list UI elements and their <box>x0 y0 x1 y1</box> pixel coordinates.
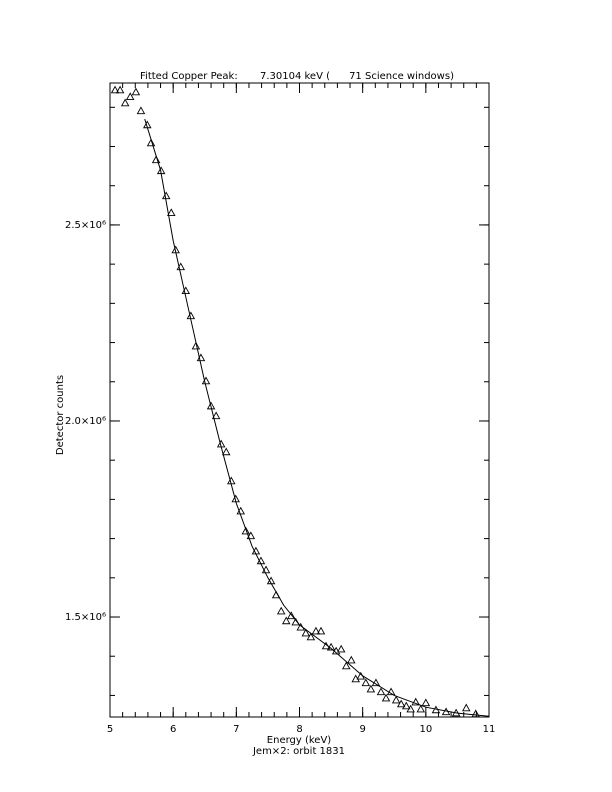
data-point <box>246 531 256 540</box>
data-point <box>431 705 441 714</box>
data-point <box>120 98 130 107</box>
data-point <box>296 622 306 631</box>
data-point <box>321 641 331 650</box>
data-point <box>396 699 406 708</box>
data-point <box>143 120 152 129</box>
x-tick-label: 11 <box>483 724 496 735</box>
data-point <box>167 208 176 217</box>
data-point <box>231 494 240 503</box>
data-point <box>356 671 366 680</box>
data-point <box>211 411 221 420</box>
data-point <box>316 626 326 635</box>
data-point <box>201 376 211 385</box>
data-point <box>216 439 226 448</box>
data-point <box>301 628 311 637</box>
data-point <box>406 704 415 713</box>
data-point <box>291 617 300 626</box>
data-point <box>256 556 266 565</box>
data-point <box>306 632 316 641</box>
data-point <box>461 703 471 712</box>
plot-frame <box>109 82 490 718</box>
data-point <box>281 616 291 625</box>
y-tick-label: 1.5×10⁶ <box>65 612 106 623</box>
data-point <box>366 684 376 693</box>
data-point <box>171 245 180 254</box>
data-point <box>311 626 321 635</box>
x-tick-label: 6 <box>170 724 176 735</box>
data-point <box>386 687 396 696</box>
x-axis-label: Energy (keV) <box>267 735 332 746</box>
data-point <box>271 590 281 599</box>
y-tick-label: 2.5×10⁶ <box>65 220 106 231</box>
x-tick-label: 8 <box>296 724 302 735</box>
data-point <box>471 709 480 718</box>
data-point <box>191 341 201 350</box>
data-point <box>151 155 161 164</box>
data-point <box>251 546 261 555</box>
data-point <box>196 353 206 362</box>
y-tick-label: 2.0×10⁶ <box>65 416 106 427</box>
data-point <box>186 311 196 320</box>
x-tick-label: 5 <box>107 724 113 735</box>
data-point <box>131 87 141 96</box>
data-point <box>266 576 276 585</box>
subtitle: Jem×2: orbit 1831 <box>252 746 345 757</box>
data-point <box>441 707 451 716</box>
x-tick-label: 10 <box>419 724 432 735</box>
data-point <box>181 286 191 295</box>
data-point <box>361 678 371 687</box>
data-point <box>206 401 216 410</box>
data-point <box>416 704 426 713</box>
data-point <box>221 447 231 456</box>
data-point <box>421 698 431 707</box>
data-point <box>411 697 420 706</box>
y-axis-label: Detector counts <box>55 375 66 455</box>
data-point <box>115 85 125 94</box>
data-point <box>371 678 381 687</box>
data-point <box>261 565 271 574</box>
data-point <box>401 701 411 710</box>
data-point <box>451 708 461 717</box>
data-point <box>161 191 171 200</box>
fit-line <box>144 118 490 717</box>
data-point <box>156 166 166 175</box>
data-point <box>241 526 251 535</box>
data-point <box>136 106 146 115</box>
data-point <box>125 92 135 100</box>
data-point <box>347 655 356 664</box>
data-point <box>391 695 401 704</box>
data-point <box>236 506 246 515</box>
data-point <box>110 85 120 94</box>
data-point <box>176 262 186 271</box>
data-point <box>146 138 156 147</box>
x-tick-label: 7 <box>233 724 239 735</box>
data-point <box>227 476 236 485</box>
data-point <box>341 661 351 670</box>
data-point <box>326 642 336 651</box>
data-point <box>276 606 286 615</box>
data-point <box>287 611 296 620</box>
x-tick-label: 9 <box>359 724 365 735</box>
chart-title: Fitted Copper Peak: 7.30104 keV ( 71 Sci… <box>140 71 454 82</box>
data-point <box>381 693 391 702</box>
data-point <box>336 644 346 653</box>
data-point <box>376 687 386 696</box>
